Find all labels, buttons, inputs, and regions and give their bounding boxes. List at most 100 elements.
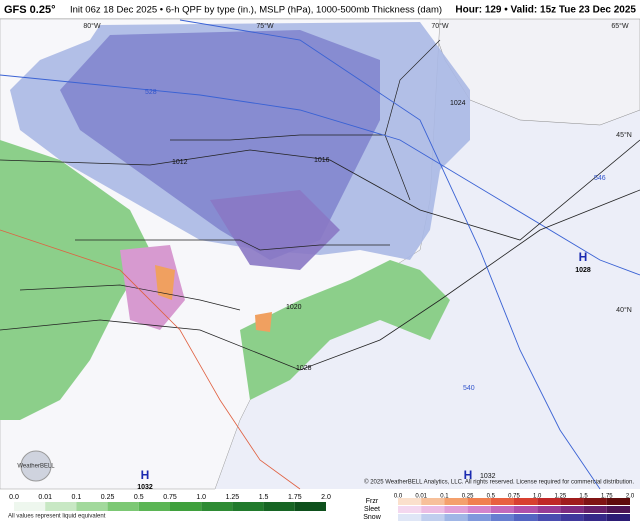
high-symbol: H (579, 250, 588, 264)
rain-scale-label: 0.1 (72, 494, 82, 501)
lon-label: 65°W (611, 22, 629, 30)
ptype-color (444, 514, 468, 521)
contour-label: 1016 (314, 157, 330, 164)
ptype-color (490, 506, 514, 513)
model-name: GFS 0.25° (4, 4, 55, 16)
rain-scale-label: 1.25 (226, 494, 240, 501)
contour-label: 1032 (480, 473, 496, 480)
state-borders (19, 39, 441, 311)
ptype-color (467, 498, 491, 505)
rain-scale-label: 1.75 (288, 494, 302, 501)
rain-color (107, 502, 139, 511)
thickness-540 (179, 19, 601, 490)
ptype-color (444, 498, 468, 505)
ptype-color (606, 506, 630, 513)
rain-color (263, 502, 295, 511)
high-pressure: 1028 (575, 267, 591, 274)
heavy-snow-core (210, 190, 340, 270)
rain-color (138, 502, 170, 511)
mixed-scale-label: 0.75 (508, 494, 520, 500)
ptype-color (467, 514, 491, 521)
mixed-scale-label: 1.75 (601, 494, 613, 500)
ptype-color (606, 498, 630, 505)
rain-west (0, 140, 150, 420)
rain-color (232, 502, 264, 511)
mixed-scale-label: 0.25 (462, 494, 474, 500)
rain-color (14, 502, 46, 511)
ptype-color (560, 514, 584, 521)
ptype-color (583, 506, 607, 513)
rain-scale-label: 1.5 (259, 494, 269, 501)
rain-color (76, 502, 108, 511)
mixed-scale-label: 1.5 (579, 494, 588, 500)
init-text: Init 06z 18 Dec 2025 • 6-h QPF by type (… (70, 5, 442, 16)
ptype-color (467, 506, 491, 513)
rain-scale-label: 0.01 (38, 494, 52, 501)
ptype-label: Snow (363, 514, 381, 521)
ptype-color (514, 506, 538, 513)
rain-color (170, 502, 202, 511)
rain-color (45, 502, 77, 511)
rain-scale-label: 0.5 (134, 494, 144, 501)
lon-label: 75°W (256, 22, 274, 30)
copyright: © 2025 WeatherBELL Analytics, LLC. All r… (364, 479, 634, 486)
mixed-scale-label: 0.5 (487, 494, 496, 500)
ptype-label: Sleet (364, 506, 380, 513)
rain-scale-label: 0.25 (101, 494, 115, 501)
ptype-color (490, 514, 514, 521)
ptype-color (606, 514, 630, 521)
contour-label: 540 (463, 385, 475, 392)
rain-color (294, 502, 326, 511)
contour-label: 1020 (286, 304, 302, 311)
high-symbol: H (464, 468, 473, 482)
ptype-color (398, 498, 422, 505)
valid-text: Hour: 129 • Valid: 15z Tue 23 Dec 2025 (455, 5, 636, 16)
frzr-area-2 (255, 312, 272, 332)
rain-scale-label: 2.0 (321, 494, 331, 501)
ptype-color (444, 506, 468, 513)
ptype-color (398, 506, 422, 513)
ptype-color (560, 498, 584, 505)
mixed-scale-label: 0.0 (394, 494, 403, 500)
lat-label: 45°N (616, 131, 632, 139)
ptype-color (514, 514, 538, 521)
ptype-color (583, 514, 607, 521)
ptype-label: Frzr (366, 498, 379, 505)
ptype-color (421, 506, 445, 513)
thickness-528 (0, 74, 640, 276)
ptype-color (537, 514, 561, 521)
lon-label: 70°W (431, 22, 449, 30)
lat-label: 40°N (616, 306, 632, 314)
frzr-area (155, 265, 175, 300)
mix-area (120, 245, 185, 330)
thickness-546 (0, 229, 301, 490)
ptype-color (537, 506, 561, 513)
isobar-1012 (0, 139, 640, 241)
mixed-scale-label: 1.25 (555, 494, 567, 500)
ptype-color (490, 498, 514, 505)
logo-text: WeatherBELL (17, 464, 55, 470)
rain-scale-label: 0.75 (163, 494, 177, 501)
contour-label: 1028 (296, 365, 312, 372)
lon-label: 80°W (83, 22, 101, 30)
legend: All values represent liquid equivalent F… (8, 494, 635, 521)
mixed-scale-label: 0.01 (415, 494, 427, 500)
header-bar (0, 0, 640, 19)
ptype-color (514, 498, 538, 505)
legend-note: All values represent liquid equivalent (8, 514, 106, 520)
high-pressure: 1032 (137, 484, 153, 491)
high-symbol: H (141, 468, 150, 482)
rain-east (240, 260, 450, 400)
ptype-color (398, 514, 422, 521)
ptype-color (537, 498, 561, 505)
ptype-color (421, 514, 445, 521)
ptype-color (560, 506, 584, 513)
contour-label: 1024 (450, 100, 466, 107)
contour-label: 528 (145, 89, 157, 96)
contour-label: 546 (594, 175, 606, 182)
ptype-color (421, 498, 445, 505)
contour-label: 1012 (172, 159, 188, 166)
mixed-scale-label: 2.0 (626, 494, 635, 500)
mixed-scale-label: 1.0 (533, 494, 542, 500)
